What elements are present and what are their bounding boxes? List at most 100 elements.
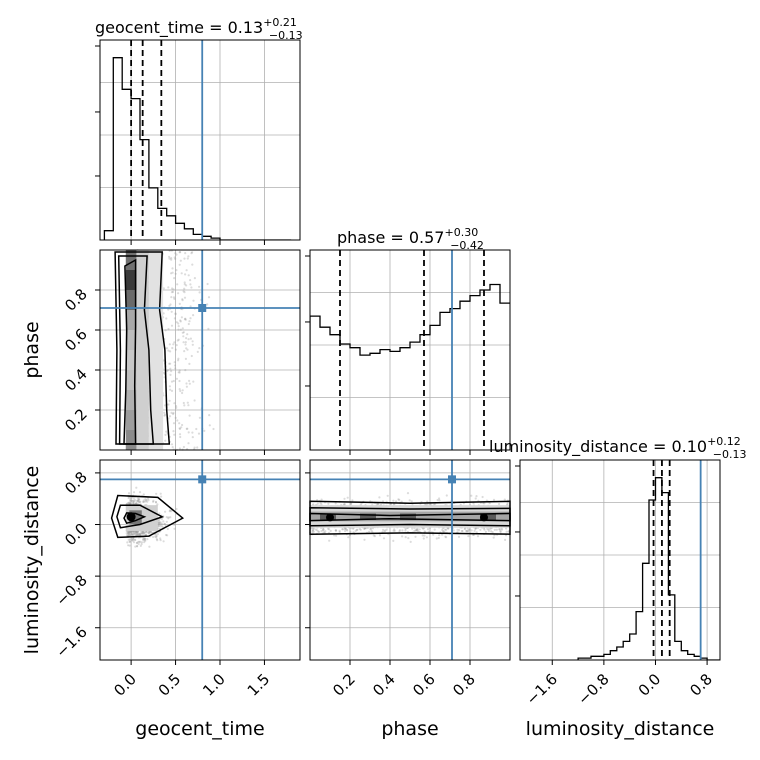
scatter-point [372,534,375,537]
scatter-point [179,319,182,322]
scatter-point [178,302,181,305]
x-tick-label: 0.8 [686,670,716,700]
scatter-point [208,424,211,427]
scatter-point [127,531,130,534]
scatter-point [180,426,183,429]
scatter-point [135,533,138,536]
scatter-point [506,501,509,504]
scatter-point [128,538,131,541]
scatter-point [183,257,186,260]
scatter-point [128,501,131,504]
ylabel-phase: phase [21,321,43,378]
scatter-point [392,529,395,532]
panel-frame [99,249,301,451]
scatter-point [127,544,130,547]
scatter-point [172,411,175,415]
scatter-point [183,291,186,294]
scatter-point [320,498,323,501]
scatter-point [498,528,501,531]
scatter-point [157,521,161,524]
scatter-point [177,328,180,331]
density-layer [125,249,511,548]
scatter-point [489,527,492,530]
scatter-point [180,272,183,275]
scatter-point [184,369,187,372]
scatter-point [173,297,176,300]
scatter-point [185,284,188,287]
scatter-point [351,499,354,502]
scatter-point [343,503,346,506]
scatter-point [177,322,180,325]
scatter-point [187,255,190,258]
scatter-point [170,370,173,373]
scatter-point [467,535,470,538]
scatter-point [397,498,400,501]
scatter-point [141,532,144,535]
scatter-point [466,530,469,533]
scatter-point [168,255,171,258]
scatter-point [373,535,376,538]
scatter-point [134,533,137,536]
scatter-point [173,361,176,364]
scatter-point [147,531,151,534]
scatter-point [171,287,174,290]
scatter-point [132,501,135,504]
scatter-point [404,529,407,532]
scatter-point [164,433,167,436]
x-tick-label: 0.0 [635,670,665,700]
scatter-point [128,502,131,505]
scatter-point [168,304,171,307]
scatter-point [168,257,171,260]
scatter-point [136,541,139,544]
scatter-point [137,498,141,501]
scatter-point [155,538,158,541]
scatter-point [145,498,148,501]
scatter-point [185,385,188,388]
density-cell [480,513,496,520]
scatter-point [383,530,386,533]
scatter-point [414,529,417,532]
density-cell [360,513,376,520]
xlabel-geocent-time: geocent_time [135,718,264,740]
xlabel-phase: phase [381,718,438,740]
scatter-point [135,502,138,505]
scatter-point [163,411,166,414]
scatter-point [157,521,160,524]
density-cell [125,310,137,330]
scatter-point [329,529,332,533]
scatter-point [359,503,362,506]
scatter-point [143,539,146,542]
scatter-point [170,272,173,275]
scatter-point [137,499,140,502]
scatter-point [135,531,139,534]
scatter-point [137,532,140,535]
density-cell [125,330,137,350]
title-geocent-time: geocent_time = 0.13+0.21 −0.13 [95,16,303,42]
scatter-point [147,532,150,535]
scatter-point [410,500,413,503]
scatter-point [322,528,325,531]
histogram-layer [103,57,720,660]
scatter-point [173,523,176,526]
scatter-point [422,527,426,530]
scatter-point [474,527,477,530]
scatter-point [183,296,187,299]
scatter-point [173,256,176,259]
scatter-point [487,529,490,533]
truth-layer [100,40,702,660]
scatter-point [498,502,501,506]
scatter-point [127,538,130,541]
density-cell [400,513,416,520]
scatter-point [155,535,158,538]
contour-layer [110,251,511,539]
scatter-point [126,541,129,544]
scatter-point [141,531,144,534]
scatter-point [447,527,450,530]
scatter-point [190,286,193,289]
truth-marker [448,475,456,484]
scatter-point [481,495,484,499]
scatter-point [499,530,502,533]
y-tick-label: −1.6 [52,623,90,661]
scatter-point [159,537,162,540]
scatter-point [177,357,180,360]
